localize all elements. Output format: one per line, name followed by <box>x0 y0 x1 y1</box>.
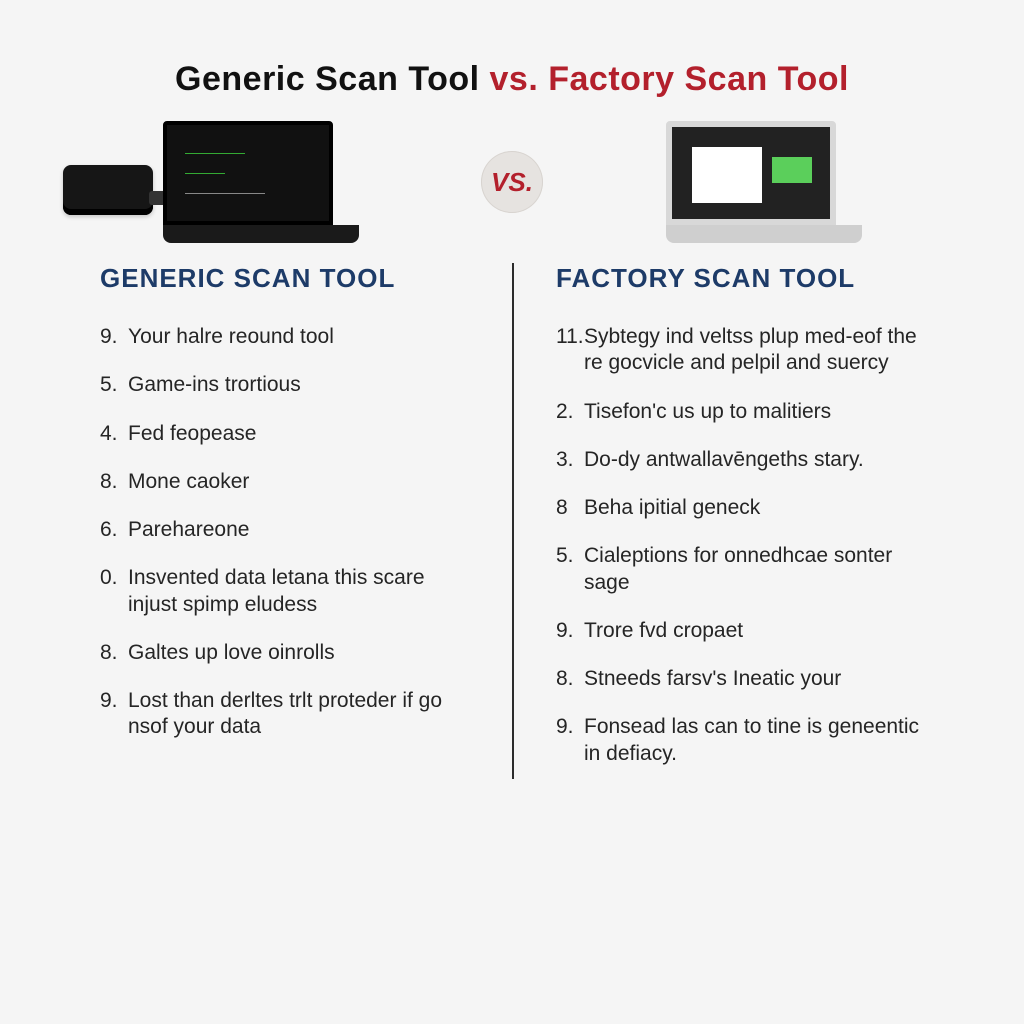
factory-heading: FACTORY SCAN TOOL <box>556 263 924 294</box>
obd-scanner-icon <box>63 165 153 215</box>
factory-laptop-icon <box>666 121 862 243</box>
item-number: 8. <box>100 640 128 666</box>
list-item: 0. Insvented data letana this scare inju… <box>100 565 468 618</box>
list-item: 8. Galtes up love oinrolls <box>100 640 468 666</box>
item-number: 5. <box>100 372 128 398</box>
list-item: 9. Lost than derltes trlt proteder if go… <box>100 688 468 741</box>
title-left: Generic Scan Tool <box>175 60 480 98</box>
item-text: Tisefon'c us up to malitiers <box>584 399 924 425</box>
item-number: 6. <box>100 517 128 543</box>
item-text: Cialeptions for onnedhcae sonter sage <box>584 543 924 596</box>
item-number: 3. <box>556 447 584 473</box>
item-text: Fed feopease <box>128 421 468 447</box>
comparison-grid: GENERIC SCAN TOOL 9. Your halre reound t… <box>80 263 944 789</box>
list-item: 5. Game-ins trortious <box>100 372 468 398</box>
item-number: 5. <box>556 543 584 596</box>
item-text: Sybtegy ind veltss plup med-eof the re g… <box>584 324 924 377</box>
list-item: 2. Tisefon'c us up to malitiers <box>556 399 924 425</box>
list-item: 8. Mone caoker <box>100 469 468 495</box>
item-text: Trore fvd cropaet <box>584 618 924 644</box>
list-item: 8. Stneeds farsv's Ineatic your <box>556 666 924 692</box>
title-right: Factory Scan Tool <box>548 60 849 98</box>
vs-badge: VS. <box>481 151 543 213</box>
generic-laptop-icon <box>163 121 359 243</box>
item-text: Do-dy antwallavēngeths stary. <box>584 447 924 473</box>
item-text: Parehareone <box>128 517 468 543</box>
title-vs: vs. <box>490 60 539 98</box>
item-number: 0. <box>100 565 128 618</box>
item-number: 9. <box>556 618 584 644</box>
item-text: Mone caoker <box>128 469 468 495</box>
list-item: 6. Parehareone <box>100 517 468 543</box>
item-number: 9. <box>556 714 584 767</box>
item-text: Galtes up love oinrolls <box>128 640 468 666</box>
list-item: 5. Cialeptions for onnedhcae sonter sage <box>556 543 924 596</box>
item-number: 9. <box>100 324 128 350</box>
page-title: Generic Scan Tool vs. Factory Scan Tool <box>80 60 944 99</box>
item-text: Lost than derltes trlt proteder if go ns… <box>128 688 468 741</box>
list-item: 11. Sybtegy ind veltss plup med-eof the … <box>556 324 924 377</box>
list-item: 3. Do-dy antwallavēngeths stary. <box>556 447 924 473</box>
generic-heading: GENERIC SCAN TOOL <box>100 263 468 294</box>
item-number: 9. <box>100 688 128 741</box>
item-number: 8 <box>556 495 584 521</box>
item-number: 8. <box>556 666 584 692</box>
hero-row: VS. <box>80 121 944 243</box>
list-item: 9. Trore fvd cropaet <box>556 618 924 644</box>
list-item: 9. Fonsead las can to tine is geneentic … <box>556 714 924 767</box>
hero-right <box>583 121 944 243</box>
item-number: 8. <box>100 469 128 495</box>
item-text: Your halre reound tool <box>128 324 468 350</box>
item-text: Game-ins trortious <box>128 372 468 398</box>
item-number: 4. <box>100 421 128 447</box>
item-number: 2. <box>556 399 584 425</box>
generic-list: 9. Your halre reound tool 5. Game-ins tr… <box>100 324 468 741</box>
item-text: Stneeds farsv's Ineatic your <box>584 666 924 692</box>
item-text: Fonsead las can to tine is geneentic in … <box>584 714 924 767</box>
hero-left <box>80 121 441 243</box>
factory-column: FACTORY SCAN TOOL 11. Sybtegy ind veltss… <box>512 263 944 789</box>
generic-column: GENERIC SCAN TOOL 9. Your halre reound t… <box>80 263 512 789</box>
item-text: Beha ipitial geneck <box>584 495 924 521</box>
list-item: 9. Your halre reound tool <box>100 324 468 350</box>
item-number: 11. <box>556 324 584 377</box>
item-text: Insvented data letana this scare injust … <box>128 565 468 618</box>
factory-list: 11. Sybtegy ind veltss plup med-eof the … <box>556 324 924 767</box>
list-item: 8 Beha ipitial geneck <box>556 495 924 521</box>
list-item: 4. Fed feopease <box>100 421 468 447</box>
